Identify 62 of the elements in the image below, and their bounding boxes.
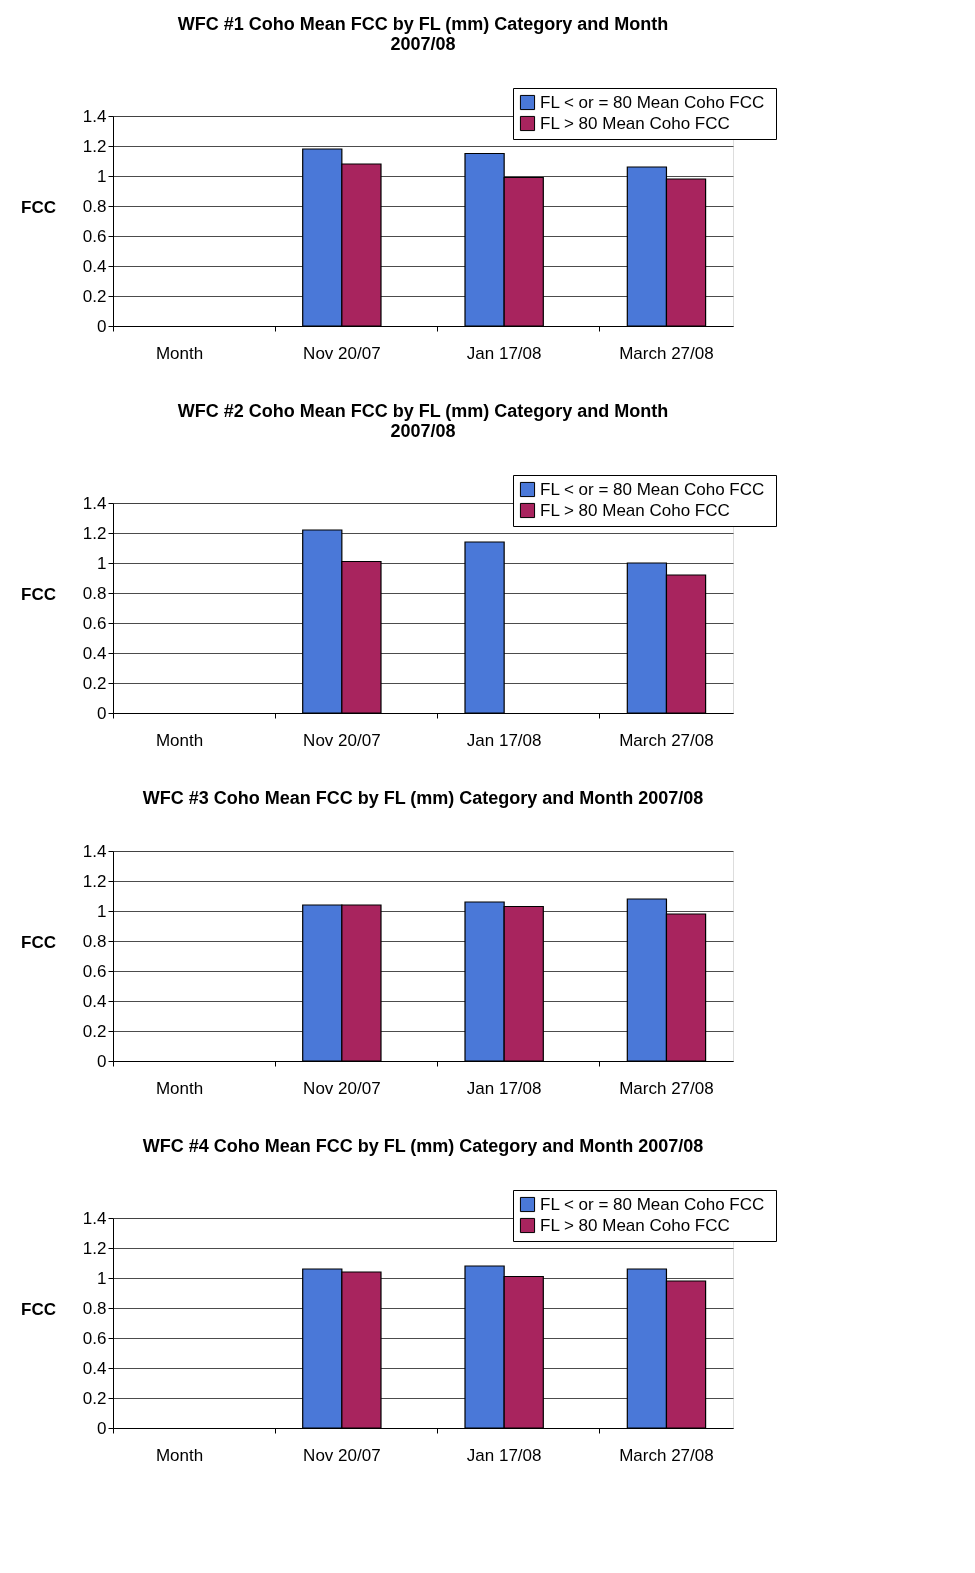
- y-axis-title: FCC: [21, 584, 56, 604]
- x-tick-label: March 27/08: [619, 1078, 714, 1098]
- y-tick-label: 1: [97, 166, 107, 186]
- y-tick-label: 0.8: [82, 931, 107, 951]
- y-axis-title: FCC: [21, 197, 56, 217]
- chart-title: WFC #4 Coho Mean FCC by FL (mm) Category and Month 2007/08: [142, 1135, 704, 1156]
- legend-label: FL < or = 80 Mean Coho FCC: [540, 479, 765, 499]
- x-tick-label: Nov 20/07: [303, 343, 381, 363]
- y-tick-label: 0.4: [82, 256, 107, 276]
- legend-label: FL < or = 80 Mean Coho FCC: [540, 92, 765, 112]
- x-tick-label: Month: [155, 730, 204, 750]
- x-tick-label: Jan 17/08: [466, 343, 542, 363]
- legend-label: FL < or = 80 Mean Coho FCC: [540, 1194, 765, 1214]
- y-tick-label: 1.2: [82, 523, 107, 543]
- x-tick-label: Jan 17/08: [466, 730, 542, 750]
- x-tick-label: Month: [155, 343, 204, 363]
- y-tick-label: 0: [97, 703, 107, 723]
- y-tick-label: 0.2: [82, 286, 107, 306]
- x-tick-label: March 27/08: [619, 343, 714, 363]
- chart-title: WFC #3 Coho Mean FCC by FL (mm) Category and Month 2007/08: [142, 788, 704, 808]
- x-tick-label: March 27/08: [619, 1445, 714, 1465]
- y-tick-label: 1.4: [82, 1208, 107, 1228]
- x-tick-label: Nov 20/07: [303, 1078, 381, 1098]
- y-tick-label: 1: [97, 1268, 107, 1288]
- y-tick-label: 0.2: [82, 673, 107, 693]
- y-tick-label: 0.4: [82, 643, 107, 663]
- chart-title: WFC #2 Coho Mean FCC by FL (mm) Category and Month 2007/08: [177, 400, 669, 441]
- x-tick-label: Month: [155, 1445, 204, 1465]
- y-tick-label: 0.6: [82, 1328, 107, 1348]
- y-tick-label: 0.6: [82, 961, 107, 981]
- y-tick-label: 0.4: [82, 1358, 107, 1378]
- x-tick-label: Jan 17/08: [466, 1445, 542, 1465]
- y-tick-label: 1: [97, 901, 107, 921]
- y-tick-label: 1.4: [82, 106, 107, 126]
- y-axis-title: FCC: [21, 1299, 56, 1319]
- y-tick-label: 0.2: [82, 1388, 107, 1408]
- y-tick-label: 0.4: [82, 991, 107, 1011]
- y-axis-title: FCC: [21, 932, 56, 952]
- x-tick-label: Nov 20/07: [303, 1445, 381, 1465]
- y-tick-label: 1: [97, 553, 107, 573]
- legend-label: FL > 80 Mean Coho FCC: [540, 113, 730, 133]
- y-tick-label: 1.2: [82, 1238, 107, 1258]
- chart-title: WFC #1 Coho Mean FCC by FL (mm) Category and Month 2007/08: [177, 13, 669, 54]
- y-tick-label: 0: [97, 1418, 107, 1438]
- y-tick-label: 0.2: [82, 1021, 107, 1041]
- x-tick-label: Jan 17/08: [466, 1078, 542, 1098]
- y-tick-label: 0.8: [82, 583, 107, 603]
- x-tick-label: March 27/08: [619, 730, 714, 750]
- y-tick-label: 0.6: [82, 226, 107, 246]
- y-tick-label: 0: [97, 1051, 107, 1071]
- x-tick-label: Nov 20/07: [303, 730, 381, 750]
- y-tick-label: 1.2: [82, 136, 107, 156]
- y-tick-label: 1.2: [82, 871, 107, 891]
- y-tick-label: 0.8: [82, 1298, 107, 1318]
- y-tick-label: 1.4: [82, 493, 107, 513]
- legend-label: FL > 80 Mean Coho FCC: [540, 1215, 730, 1235]
- y-tick-label: 0.8: [82, 196, 107, 216]
- y-tick-label: 0: [97, 316, 107, 336]
- x-tick-label: Month: [155, 1078, 204, 1098]
- legend-label: FL > 80 Mean Coho FCC: [540, 500, 730, 520]
- y-tick-label: 0.6: [82, 613, 107, 633]
- y-tick-label: 1.4: [82, 841, 107, 861]
